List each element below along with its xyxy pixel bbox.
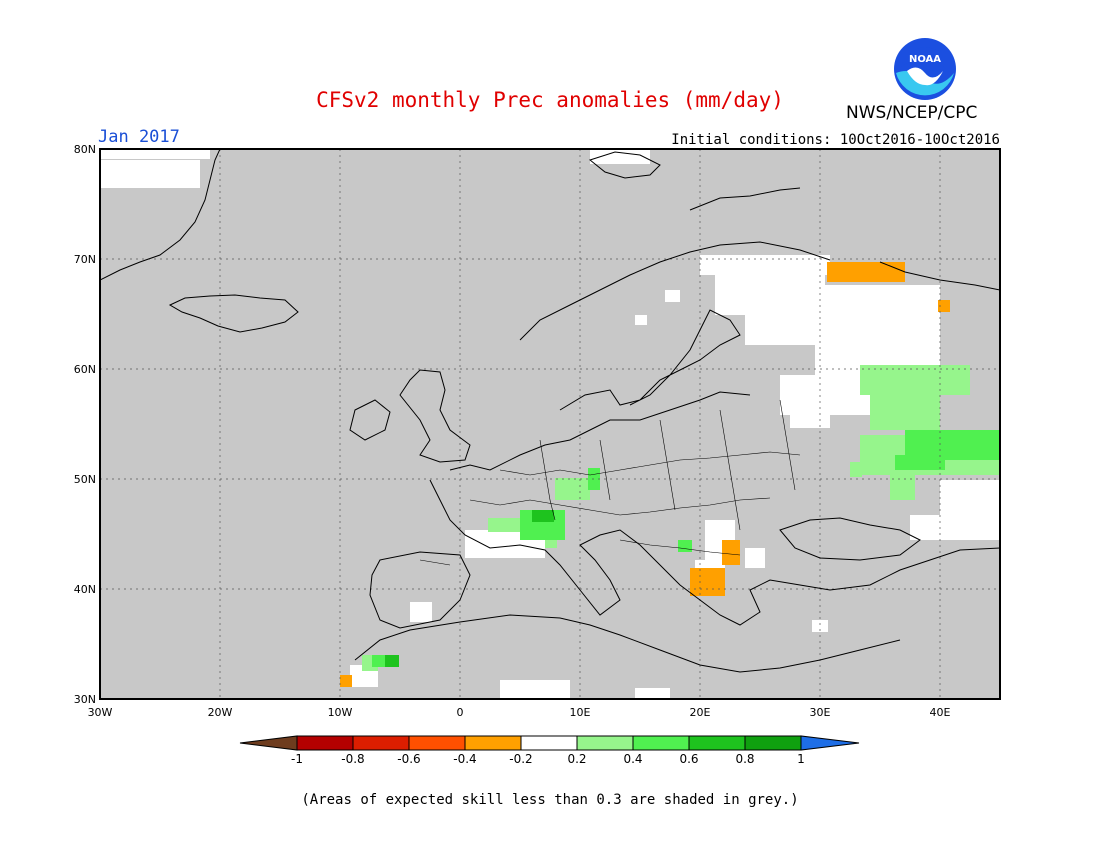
greenland-coast bbox=[100, 149, 221, 281]
colorbar-tick-label: 0.2 bbox=[567, 752, 587, 766]
iberia-coast bbox=[369, 551, 471, 629]
lon-label-30e: 30E bbox=[809, 706, 831, 719]
neutral-cells bbox=[100, 149, 1000, 699]
north-africa-coast bbox=[354, 614, 901, 673]
iceland-coast bbox=[168, 294, 299, 333]
lon-label-40e: 40E bbox=[929, 706, 951, 719]
colorbar-tick-label: 0.4 bbox=[623, 752, 643, 766]
colorbar-tick-label: 1 bbox=[797, 752, 805, 766]
wet-strong-cells bbox=[385, 510, 554, 667]
lon-label-0: 0 bbox=[456, 706, 464, 719]
grid-lines bbox=[100, 149, 1000, 699]
black-sea-coast bbox=[779, 517, 921, 561]
chart-title: CFSv2 monthly Prec anomalies (mm/day) bbox=[316, 88, 784, 112]
initial-conditions-label: Initial conditions: 10Oct2016-10Oct2016 bbox=[671, 132, 1000, 148]
noaa-logo: NOAA bbox=[894, 38, 956, 100]
logo-text: NOAA bbox=[909, 54, 941, 65]
colorbar-tick-label: -0.6 bbox=[397, 752, 421, 766]
colorbar-tick-label: -1 bbox=[291, 752, 303, 766]
valid-month-label: Jan 2017 bbox=[98, 127, 180, 147]
colorbar-tick-label: -0.2 bbox=[509, 752, 533, 766]
lat-label-30n: 30N bbox=[73, 693, 96, 706]
british-isles-coast bbox=[349, 369, 471, 463]
lat-label-80n: 80N bbox=[73, 143, 96, 156]
lat-label-70n: 70N bbox=[73, 253, 96, 266]
lat-label-60n: 60N bbox=[73, 363, 96, 376]
lon-label-30w: 30W bbox=[87, 706, 113, 719]
colorbar-tick-label: -0.8 bbox=[341, 752, 365, 766]
wet-medium-cells bbox=[372, 430, 1000, 667]
lat-label-50n: 50N bbox=[73, 473, 96, 486]
country-borders bbox=[419, 399, 801, 566]
svalbard-coast bbox=[588, 151, 661, 179]
anomaly-cells bbox=[100, 149, 1000, 699]
lon-label-10e: 10E bbox=[569, 706, 591, 719]
lon-label-20e: 20E bbox=[689, 706, 711, 719]
colorbar-tick-label: 0.8 bbox=[735, 752, 755, 766]
continental-coast bbox=[429, 391, 1000, 626]
colorbar-tick-label: -0.4 bbox=[453, 752, 477, 766]
map-background bbox=[100, 149, 1000, 699]
novaya-zemlya-coast bbox=[689, 187, 1000, 291]
map-frame bbox=[99, 148, 1001, 700]
lon-label-10w: 10W bbox=[327, 706, 353, 719]
coastlines bbox=[100, 149, 1000, 673]
skill-footnote: (Areas of expected skill less than 0.3 a… bbox=[301, 792, 799, 808]
agency-label: NWS/NCEP/CPC bbox=[846, 103, 978, 123]
lon-label-20w: 20W bbox=[207, 706, 233, 719]
lat-label-40n: 40N bbox=[73, 583, 96, 596]
dry-cells bbox=[340, 262, 950, 687]
colorbar-tick-label: 0.6 bbox=[679, 752, 699, 766]
scandinavia-coast bbox=[519, 241, 831, 411]
